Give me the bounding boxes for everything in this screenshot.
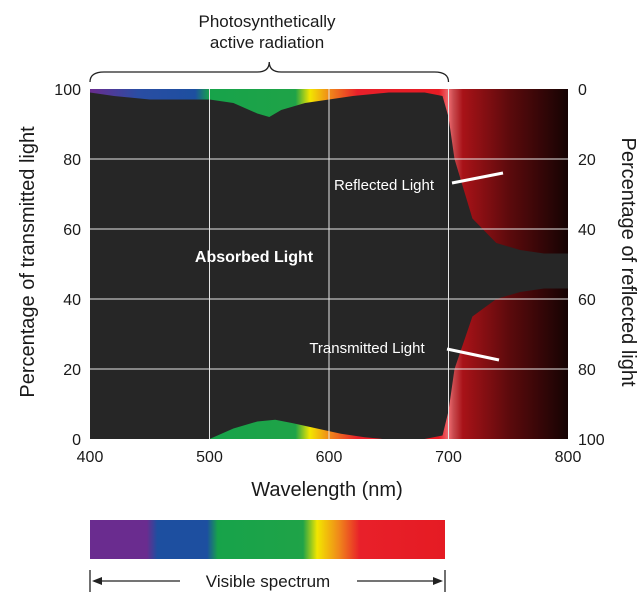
transmitted-light-pointer [446,347,500,362]
y-axis-label-right: Percentage of reflected light [617,137,639,386]
y-tick-label-right-80: 80 [578,362,596,379]
reflected-light-label: Reflected Light [334,177,435,194]
y-tick-label-right-100: 100 [578,432,605,449]
par-brace [89,61,450,83]
y-tick-label-left-40: 40 [63,292,81,309]
spectrum-arrowhead-right [433,577,443,585]
y-tick-label-right-20: 20 [578,152,596,169]
x-tick-label-600: 600 [316,449,343,466]
grid-lines [90,89,568,439]
y-tick-label-left-60: 60 [63,222,81,239]
reflected-light-pointer [451,171,504,185]
absorbed-light-label: Absorbed Light [195,249,314,266]
transmitted-light-label: Transmitted Light [309,340,425,357]
plot-area [90,89,568,439]
visible-spectrum-label: Visible spectrum [206,572,330,591]
par-label-line1: Photosynthetically [198,12,336,31]
visible-spectrum-bar [90,520,445,559]
y-tick-labels-right: 100 80 60 40 20 0 [578,82,605,449]
par-label-line2: active radiation [210,33,324,52]
y-axis-label-left: Percentage of transmitted light [17,126,39,398]
y-tick-label-left-80: 80 [63,152,81,169]
x-tick-label-800: 800 [555,449,582,466]
x-tick-label-700: 700 [435,449,462,466]
y-tick-label-right-40: 40 [578,222,596,239]
y-tick-label-right-0: 0 [578,82,587,99]
y-tick-label-right-60: 60 [578,292,596,309]
y-tick-label-left-100: 100 [54,82,81,99]
x-tick-label-400: 400 [77,449,104,466]
x-axis-label: Wavelength (nm) [251,479,403,501]
x-tick-label-500: 500 [196,449,223,466]
y-tick-label-left-0: 0 [72,432,81,449]
y-tick-label-left-20: 20 [63,362,81,379]
y-tick-labels-left: 0 20 40 60 80 100 [54,82,81,449]
spectrum-arrowhead-left [92,577,102,585]
x-tick-labels: 400 500 600 700 800 [77,449,582,466]
